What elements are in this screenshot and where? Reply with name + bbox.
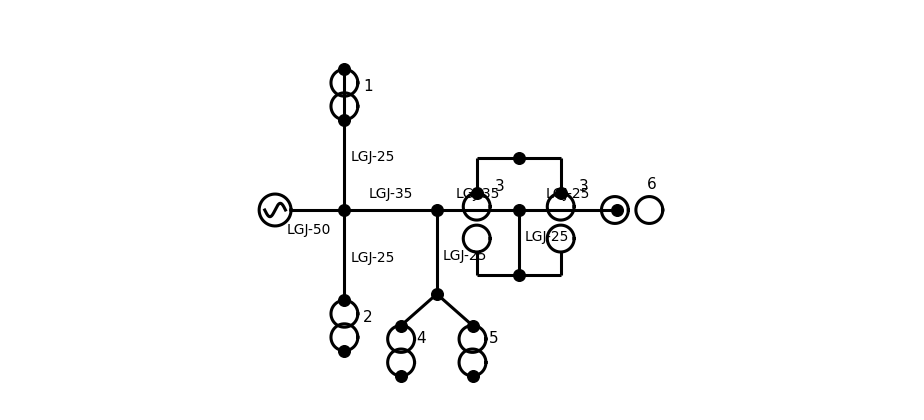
Text: 3: 3: [494, 179, 505, 194]
Text: LGJ-25: LGJ-25: [524, 230, 568, 244]
Point: [337, 116, 352, 123]
Point: [511, 272, 526, 278]
Point: [394, 322, 408, 329]
Point: [337, 66, 352, 73]
Text: 3: 3: [578, 179, 589, 194]
Point: [337, 297, 352, 304]
Text: LGJ-25: LGJ-25: [444, 249, 488, 263]
Point: [511, 207, 526, 213]
Text: LGJ-25: LGJ-25: [351, 251, 395, 265]
Point: [337, 347, 352, 354]
Point: [430, 291, 444, 297]
Point: [469, 190, 484, 197]
Text: LGJ-35: LGJ-35: [456, 187, 500, 201]
Point: [430, 207, 444, 213]
Text: LGJ-50: LGJ-50: [286, 223, 331, 237]
Point: [610, 207, 625, 213]
Text: 6: 6: [647, 177, 657, 192]
Text: 4: 4: [416, 331, 425, 346]
Text: 1: 1: [363, 79, 373, 94]
Text: 2: 2: [363, 310, 373, 325]
Point: [553, 190, 568, 197]
Text: LGJ-35: LGJ-35: [369, 187, 413, 201]
Point: [511, 154, 526, 161]
Point: [337, 207, 352, 213]
Point: [465, 322, 480, 329]
Point: [465, 373, 480, 379]
Text: LGJ-25: LGJ-25: [351, 150, 395, 165]
Point: [394, 373, 408, 379]
Text: LGJ-25: LGJ-25: [546, 187, 590, 201]
Text: 5: 5: [489, 331, 498, 346]
